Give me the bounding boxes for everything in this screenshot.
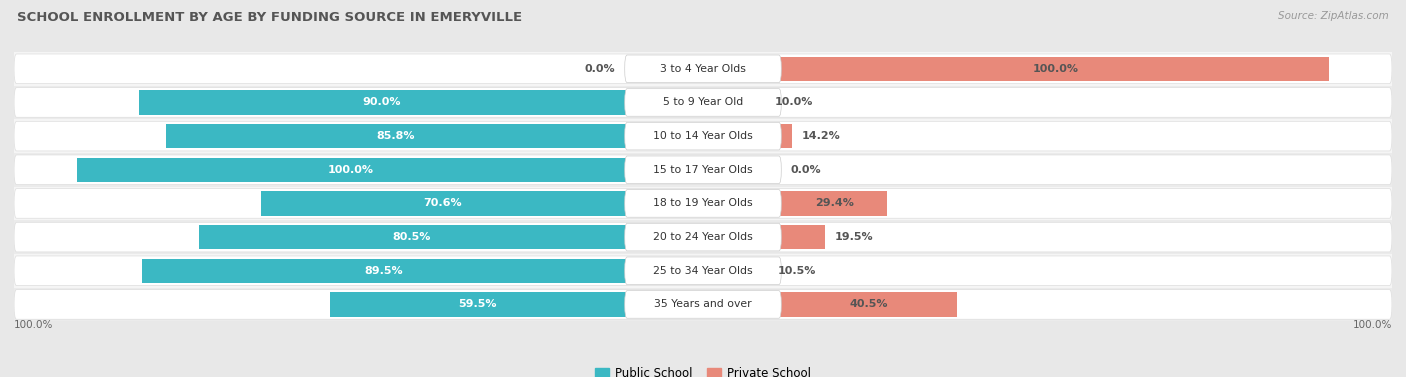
Text: 100.0%: 100.0%: [14, 320, 53, 330]
FancyBboxPatch shape: [14, 290, 1392, 319]
Text: 10.5%: 10.5%: [778, 266, 817, 276]
Bar: [703, 57, 1329, 81]
FancyBboxPatch shape: [624, 156, 782, 184]
Bar: [703, 259, 769, 283]
Bar: [77, 158, 703, 182]
FancyBboxPatch shape: [14, 188, 1392, 218]
FancyBboxPatch shape: [624, 291, 782, 318]
Bar: [14, 86, 1392, 119]
Text: 59.5%: 59.5%: [458, 299, 496, 310]
FancyBboxPatch shape: [624, 55, 782, 83]
Text: 80.5%: 80.5%: [392, 232, 432, 242]
Bar: [139, 90, 703, 115]
Text: 10.0%: 10.0%: [775, 98, 814, 107]
Bar: [703, 124, 792, 148]
Bar: [198, 225, 703, 249]
Bar: [262, 192, 703, 216]
Text: 10 to 14 Year Olds: 10 to 14 Year Olds: [654, 131, 752, 141]
FancyBboxPatch shape: [14, 54, 1392, 84]
FancyBboxPatch shape: [624, 89, 782, 116]
Bar: [14, 153, 1392, 187]
Text: 3 to 4 Year Olds: 3 to 4 Year Olds: [659, 64, 747, 74]
Bar: [703, 292, 956, 317]
FancyBboxPatch shape: [14, 121, 1392, 151]
FancyBboxPatch shape: [624, 122, 782, 150]
Bar: [703, 225, 825, 249]
Text: 90.0%: 90.0%: [363, 98, 401, 107]
FancyBboxPatch shape: [14, 155, 1392, 185]
Bar: [166, 124, 703, 148]
Text: 15 to 17 Year Olds: 15 to 17 Year Olds: [654, 165, 752, 175]
Text: 29.4%: 29.4%: [814, 198, 853, 208]
Text: 100.0%: 100.0%: [1032, 64, 1078, 74]
Text: 35 Years and over: 35 Years and over: [654, 299, 752, 310]
FancyBboxPatch shape: [624, 223, 782, 251]
Legend: Public School, Private School: Public School, Private School: [591, 362, 815, 377]
Text: 100.0%: 100.0%: [328, 165, 374, 175]
FancyBboxPatch shape: [14, 256, 1392, 286]
Text: Source: ZipAtlas.com: Source: ZipAtlas.com: [1278, 11, 1389, 21]
Bar: [703, 192, 887, 216]
Bar: [14, 119, 1392, 153]
Bar: [330, 292, 703, 317]
Bar: [14, 220, 1392, 254]
Text: 89.5%: 89.5%: [364, 266, 404, 276]
FancyBboxPatch shape: [14, 222, 1392, 252]
Text: SCHOOL ENROLLMENT BY AGE BY FUNDING SOURCE IN EMERYVILLE: SCHOOL ENROLLMENT BY AGE BY FUNDING SOUR…: [17, 11, 522, 24]
Bar: [14, 52, 1392, 86]
Text: 14.2%: 14.2%: [801, 131, 839, 141]
Text: 25 to 34 Year Olds: 25 to 34 Year Olds: [654, 266, 752, 276]
Text: 85.8%: 85.8%: [375, 131, 415, 141]
Text: 19.5%: 19.5%: [835, 232, 873, 242]
Bar: [14, 187, 1392, 220]
Bar: [14, 254, 1392, 288]
FancyBboxPatch shape: [624, 190, 782, 217]
Bar: [14, 288, 1392, 321]
Bar: [703, 90, 766, 115]
Text: 0.0%: 0.0%: [585, 64, 616, 74]
Text: 20 to 24 Year Olds: 20 to 24 Year Olds: [654, 232, 752, 242]
Text: 0.0%: 0.0%: [790, 165, 821, 175]
Text: 18 to 19 Year Olds: 18 to 19 Year Olds: [654, 198, 752, 208]
Text: 5 to 9 Year Old: 5 to 9 Year Old: [662, 98, 744, 107]
Text: 40.5%: 40.5%: [849, 299, 889, 310]
FancyBboxPatch shape: [624, 257, 782, 285]
FancyBboxPatch shape: [14, 88, 1392, 117]
Bar: [142, 259, 703, 283]
Text: 100.0%: 100.0%: [1353, 320, 1392, 330]
Text: 70.6%: 70.6%: [423, 198, 463, 208]
